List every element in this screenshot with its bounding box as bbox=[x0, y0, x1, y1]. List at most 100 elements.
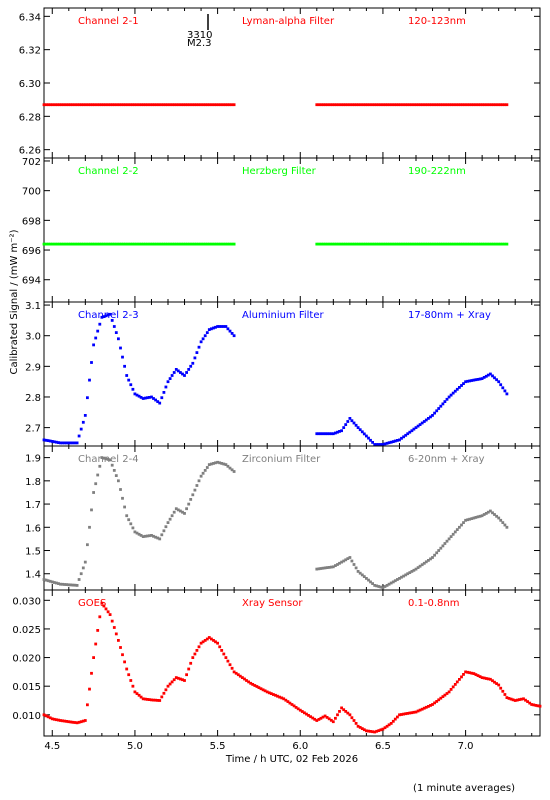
data-point bbox=[509, 697, 513, 701]
data-point bbox=[315, 242, 319, 246]
data-point bbox=[418, 564, 422, 568]
data-point bbox=[154, 398, 157, 402]
band-label: 17-80nm + Xray bbox=[408, 310, 491, 321]
data-point bbox=[340, 429, 343, 433]
data-point bbox=[71, 242, 75, 246]
data-point bbox=[187, 667, 191, 671]
data-point bbox=[81, 566, 85, 570]
data-point bbox=[241, 676, 244, 679]
data-point bbox=[515, 698, 519, 702]
data-point bbox=[354, 566, 358, 570]
data-point bbox=[57, 718, 60, 722]
data-point bbox=[111, 103, 114, 107]
data-point bbox=[356, 426, 360, 429]
data-point bbox=[92, 656, 95, 659]
data-point bbox=[490, 242, 493, 246]
data-point bbox=[94, 482, 98, 486]
data-point bbox=[317, 567, 321, 571]
data-point bbox=[321, 566, 325, 570]
data-point bbox=[218, 461, 222, 465]
data-point bbox=[62, 242, 66, 246]
data-point bbox=[455, 387, 459, 391]
data-point bbox=[123, 364, 126, 368]
y-tick-label: 2.9 bbox=[25, 362, 41, 373]
data-point bbox=[398, 713, 401, 717]
data-point bbox=[214, 461, 217, 465]
data-point bbox=[121, 496, 124, 500]
data-point bbox=[522, 697, 525, 701]
y-tick-label: 1.5 bbox=[25, 547, 41, 558]
data-point bbox=[86, 396, 89, 400]
data-point bbox=[159, 242, 163, 246]
data-point bbox=[427, 417, 430, 420]
data-point bbox=[499, 686, 503, 690]
data-point bbox=[249, 681, 253, 685]
data-point bbox=[128, 103, 132, 107]
y-tick-label: 1.9 bbox=[25, 454, 41, 465]
data-point bbox=[346, 242, 350, 246]
data-point bbox=[466, 379, 470, 383]
data-point bbox=[348, 242, 352, 246]
data-point bbox=[71, 103, 75, 107]
data-point bbox=[348, 103, 352, 107]
data-point bbox=[115, 242, 119, 246]
data-point bbox=[212, 639, 215, 642]
y-tick-label: 0.010 bbox=[12, 711, 41, 722]
data-point bbox=[313, 717, 317, 721]
data-point bbox=[191, 493, 195, 497]
data-point bbox=[482, 676, 486, 680]
data-point bbox=[439, 696, 443, 700]
data-point bbox=[414, 567, 418, 571]
data-point bbox=[300, 710, 304, 713]
data-point bbox=[119, 346, 122, 350]
data-point bbox=[90, 671, 93, 675]
data-point bbox=[157, 103, 161, 107]
data-point bbox=[530, 703, 534, 706]
data-point bbox=[195, 103, 198, 107]
data-point bbox=[496, 242, 500, 246]
data-point bbox=[139, 103, 143, 107]
data-point bbox=[106, 242, 110, 246]
data-point bbox=[505, 103, 509, 107]
data-point bbox=[375, 584, 379, 588]
data-point bbox=[150, 242, 154, 246]
data-point bbox=[282, 697, 286, 701]
data-point bbox=[419, 103, 423, 107]
data-point bbox=[421, 242, 425, 246]
data-point bbox=[181, 678, 184, 682]
data-point bbox=[145, 396, 149, 400]
data-point bbox=[449, 393, 453, 397]
data-point bbox=[55, 242, 59, 246]
data-point bbox=[481, 103, 484, 107]
data-point bbox=[480, 514, 484, 518]
data-point bbox=[321, 432, 325, 436]
data-point bbox=[499, 383, 503, 387]
data-point bbox=[456, 103, 460, 107]
data-point bbox=[492, 103, 496, 107]
data-point bbox=[381, 242, 385, 246]
data-point bbox=[181, 103, 185, 107]
data-point bbox=[179, 677, 182, 681]
data-point bbox=[79, 720, 83, 724]
data-point bbox=[350, 103, 354, 107]
data-point bbox=[92, 491, 95, 494]
panel-frame bbox=[43, 301, 541, 447]
data-point bbox=[331, 720, 335, 724]
data-point bbox=[353, 242, 356, 246]
data-point bbox=[204, 242, 207, 246]
data-point bbox=[144, 103, 148, 107]
data-point bbox=[184, 103, 187, 107]
data-point bbox=[210, 462, 213, 466]
data-point bbox=[63, 719, 67, 723]
data-point bbox=[173, 103, 176, 107]
data-point bbox=[379, 585, 383, 589]
data-point bbox=[486, 373, 490, 377]
data-point bbox=[437, 549, 441, 552]
data-point bbox=[317, 432, 321, 436]
data-point bbox=[367, 578, 370, 582]
data-point bbox=[398, 438, 401, 442]
data-point bbox=[122, 103, 125, 107]
data-point bbox=[86, 703, 89, 707]
data-point bbox=[474, 378, 478, 382]
data-point bbox=[183, 374, 186, 377]
